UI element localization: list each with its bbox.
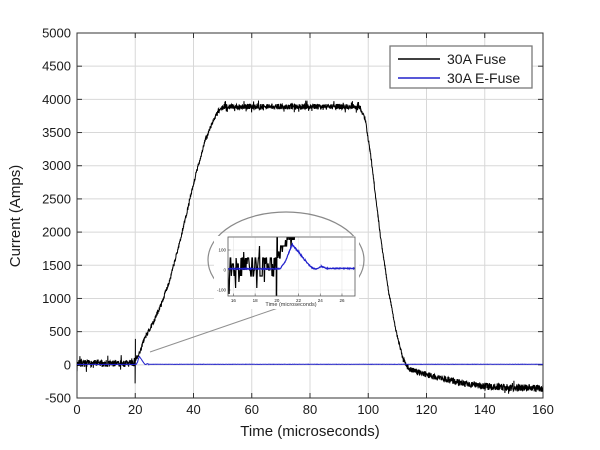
legend-label-30a-fuse: 30A Fuse	[447, 51, 506, 67]
svg-text:24: 24	[318, 298, 324, 303]
svg-text:120: 120	[416, 402, 438, 417]
svg-text:4000: 4000	[42, 92, 71, 107]
svg-text:20: 20	[128, 402, 142, 417]
svg-text:16: 16	[231, 298, 237, 303]
svg-text:3500: 3500	[42, 125, 71, 140]
y-axis-label: Current (Amps)	[7, 165, 24, 268]
legend-label-30a-efuse: 30A E-Fuse	[447, 70, 520, 86]
svg-text:140: 140	[474, 402, 496, 417]
series-30a-fuse	[77, 100, 543, 394]
svg-text:1000: 1000	[42, 291, 71, 306]
inset: 16 18 20 22 24 26 -100 0 100 Time (microseconds)	[214, 236, 359, 309]
inset-x-axis-label: Time (microseconds)	[265, 302, 316, 308]
svg-text:0: 0	[73, 402, 80, 417]
inset-series-30a-efuse	[228, 242, 355, 271]
svg-text:-100: -100	[217, 288, 227, 293]
svg-text:3000: 3000	[42, 158, 71, 173]
x-tick-labels: 0 20 40 60 80 100 120 140 160	[73, 402, 553, 417]
svg-text:160: 160	[532, 402, 554, 417]
svg-text:40: 40	[186, 402, 200, 417]
svg-text:100: 100	[218, 248, 226, 253]
svg-text:26: 26	[339, 298, 345, 303]
inset-series-30a-fuse	[228, 237, 296, 296]
svg-text:80: 80	[303, 402, 317, 417]
plot-box	[76, 32, 544, 399]
svg-text:2000: 2000	[42, 225, 71, 240]
inset-tick-labels: 16 18 20 22 24 26 -100 0 100	[217, 248, 345, 303]
legend: 30A Fuse 30A E-Fuse	[389, 45, 533, 89]
inset-box	[227, 236, 356, 297]
svg-text:100: 100	[357, 402, 379, 417]
svg-text:5000: 5000	[42, 26, 71, 41]
y-tick-labels: -500 0 500 1000 1500 2000 2500 3000 3500 4000 4500…	[42, 26, 71, 406]
svg-text:20: 20	[274, 298, 280, 303]
svg-text:-500: -500	[45, 391, 71, 406]
inset-leader-line	[149, 306, 282, 353]
svg-text:500: 500	[49, 324, 71, 339]
svg-text:2500: 2500	[42, 191, 71, 206]
svg-text:22: 22	[296, 298, 302, 303]
series-30a-efuse	[77, 355, 543, 366]
svg-text:0: 0	[223, 268, 226, 273]
x-axis-label: Time (microseconds)	[240, 423, 379, 440]
svg-text:1500: 1500	[42, 258, 71, 273]
svg-text:0: 0	[64, 357, 71, 372]
svg-text:18: 18	[253, 298, 259, 303]
svg-text:4500: 4500	[42, 59, 71, 74]
legend-box	[389, 45, 533, 89]
svg-text:60: 60	[245, 402, 259, 417]
